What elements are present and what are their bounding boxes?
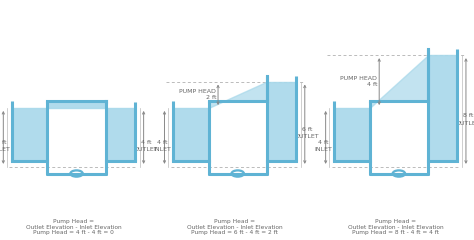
Text: 4 ft: 4 ft — [157, 140, 167, 145]
Text: Pump Head =: Pump Head = — [375, 219, 416, 224]
Text: Pump Head =: Pump Head = — [214, 219, 255, 224]
Text: PUMP HEAD
4 ft: PUMP HEAD 4 ft — [340, 76, 377, 87]
Text: Outlet Elevation - Inlet Elevation: Outlet Elevation - Inlet Elevation — [187, 225, 283, 230]
Text: PUMP HEAD
2 ft: PUMP HEAD 2 ft — [179, 89, 216, 100]
Text: Pump Head = 4 ft - 4 ft = 0: Pump Head = 4 ft - 4 ft = 0 — [33, 230, 114, 235]
Text: Pump Head =: Pump Head = — [53, 219, 94, 224]
Text: 8 ft: 8 ft — [463, 114, 474, 118]
Text: INLET: INLET — [314, 147, 332, 152]
Text: 4 ft: 4 ft — [318, 140, 328, 145]
Text: Pump Head = 8 ft - 4 ft = 4 ft: Pump Head = 8 ft - 4 ft = 4 ft — [352, 230, 439, 235]
Text: INLET: INLET — [153, 147, 171, 152]
Text: 6 ft: 6 ft — [302, 127, 312, 132]
Text: Outlet Elevation - Inlet Elevation: Outlet Elevation - Inlet Elevation — [26, 225, 121, 230]
Text: OUTLET: OUTLET — [456, 120, 474, 126]
Text: INLET: INLET — [0, 147, 10, 152]
Text: OUTLET: OUTLET — [295, 134, 319, 139]
Text: Outlet Elevation - Inlet Elevation: Outlet Elevation - Inlet Elevation — [348, 225, 444, 230]
Text: 4 ft: 4 ft — [141, 140, 151, 145]
Text: OUTLET: OUTLET — [134, 147, 158, 152]
Text: 4 ft: 4 ft — [0, 140, 6, 145]
Text: Pump Head = 6 ft - 4 ft = 2 ft: Pump Head = 6 ft - 4 ft = 2 ft — [191, 230, 278, 235]
